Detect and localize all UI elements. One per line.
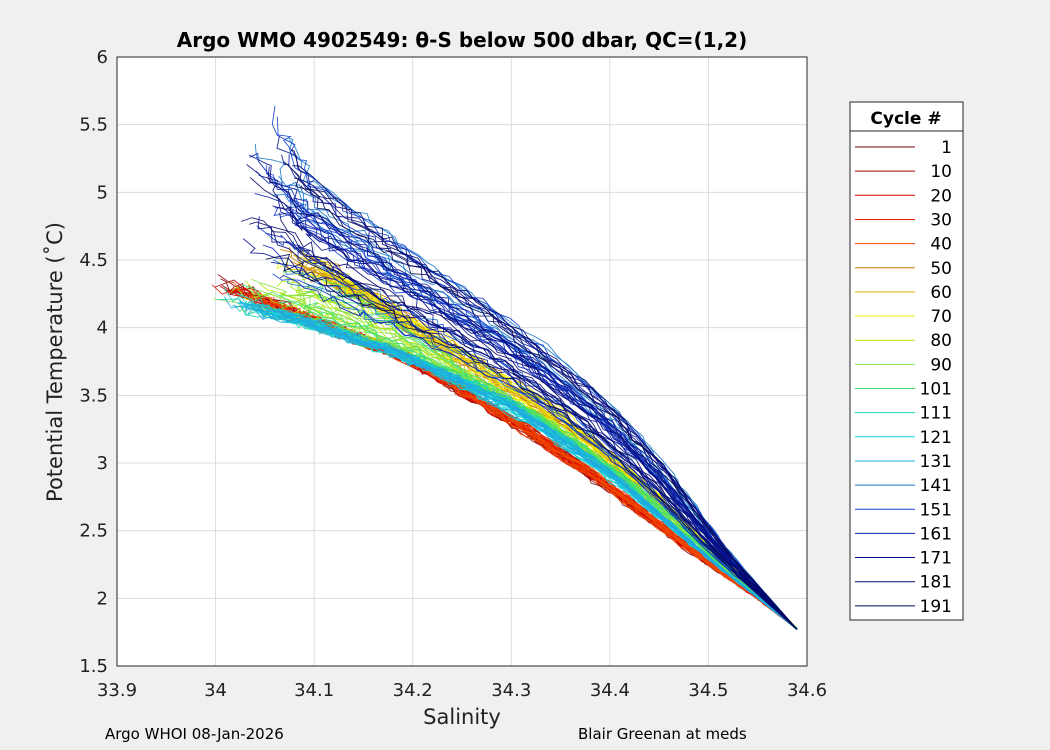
x-tick-label: 34.6	[787, 680, 827, 701]
profile-line-cycle	[246, 164, 798, 630]
legend-entry-label: 90	[930, 355, 952, 375]
y-tick-label: 6	[97, 47, 108, 68]
profile-line-cycle	[242, 238, 798, 630]
y-tick-label: 3.5	[79, 385, 108, 406]
profile-line-cycle	[271, 231, 798, 630]
profile-line-cycle	[283, 161, 798, 630]
y-tick-label: 4	[97, 318, 108, 339]
y-tick-label: 5	[97, 182, 108, 203]
legend-entry-label: 1	[941, 138, 952, 158]
legend-entry-label: 20	[930, 186, 952, 206]
legend-entry-label: 80	[930, 331, 952, 351]
axes-box	[116, 56, 808, 667]
footer-right: Blair Greenan at meds	[578, 725, 747, 743]
profile-line-cycle	[265, 253, 798, 630]
legend-entry-label: 181	[920, 573, 952, 593]
y-axis-label: Potential Temperature (˚C)	[43, 222, 67, 502]
x-tick-label: 34.3	[491, 680, 531, 701]
y-tick-label: 5.5	[79, 115, 108, 136]
x-tick-label: 33.9	[97, 680, 137, 701]
x-tick-label: 34	[204, 680, 227, 701]
x-tick-label: 34.5	[688, 680, 728, 701]
x-tick-label: 34.2	[393, 680, 433, 701]
legend-entry-label: 131	[920, 452, 952, 472]
profile-line-cycle	[240, 217, 798, 630]
footer-left: Argo WHOI 08-Jan-2026	[105, 725, 284, 743]
y-tick-label: 2	[97, 588, 108, 609]
y-tick-label: 1.5	[79, 656, 108, 677]
profile-line-cycle	[279, 274, 798, 630]
legend-entry-label: 111	[920, 404, 952, 424]
legend-entry-label: 50	[930, 259, 952, 279]
legend-entry-label: 60	[930, 283, 952, 303]
y-tick-label: 2.5	[79, 521, 108, 542]
profile-line-cycle	[247, 305, 798, 630]
legend-title: Cycle #	[870, 109, 941, 129]
legend-entry-label: 70	[930, 307, 952, 327]
chart-title: Argo WMO 4902549: θ-S below 500 dbar, QC…	[177, 28, 747, 52]
x-tick-labels: 33.9 34 34.1 34.2 34.3 34.4 34.5 34.6	[97, 680, 827, 701]
legend-entry-label: 141	[920, 476, 952, 496]
legend-entry-label: 121	[920, 428, 952, 448]
legend-entry-label: 101	[920, 380, 952, 400]
data-lines	[211, 105, 798, 630]
legend-entry-label: 30	[930, 210, 952, 230]
profile-line-cycle	[249, 221, 798, 630]
legend-entry-label: 151	[920, 500, 952, 520]
legend: Cycle # 1 10 20 30 40 50 60 70 80 90 101 111 121 131 1…	[849, 101, 964, 621]
profile-line-cycle	[291, 270, 798, 629]
profile-line-cycle	[279, 212, 798, 630]
profile-line-cycle	[272, 273, 798, 630]
y-tick-label: 4.5	[79, 250, 108, 271]
x-tick-label: 34.1	[294, 680, 334, 701]
legend-entry-label: 161	[920, 524, 952, 544]
profile-line-cycle	[249, 177, 798, 630]
x-axis-label: Salinity	[423, 705, 501, 729]
y-tick-label: 3	[97, 453, 108, 474]
profile-line-cycle	[293, 177, 798, 630]
legend-entry-label: 10	[930, 162, 952, 182]
legend-entry-label: 40	[930, 235, 952, 255]
x-tick-label: 34.4	[590, 680, 630, 701]
y-tick-labels: 1.5 2 2.5 3 3.5 4 4.5 5 5.5 6	[79, 47, 108, 677]
legend-entry-label: 191	[920, 597, 952, 617]
profile-line-cycle	[267, 166, 798, 630]
legend-entry-label: 171	[920, 549, 952, 569]
profile-line-cycle	[290, 149, 798, 630]
